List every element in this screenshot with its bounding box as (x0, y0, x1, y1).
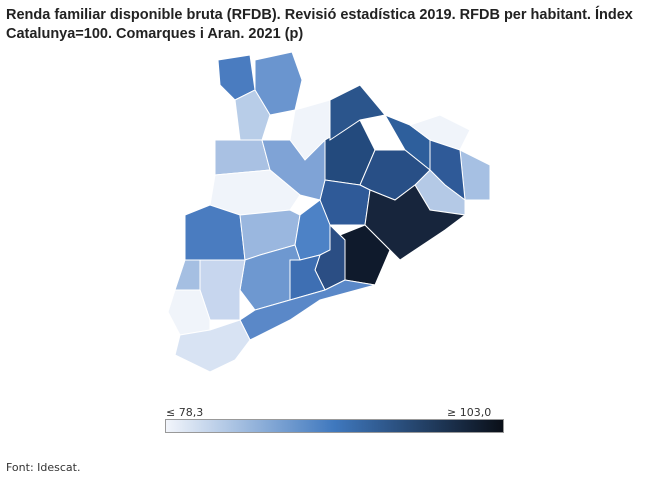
map-region[interactable] (408, 114, 471, 151)
map-region[interactable] (214, 139, 271, 176)
map-region[interactable] (184, 204, 246, 261)
legend-max-label: ≥ 103,0 (447, 406, 492, 419)
legend-min-label: ≤ 78,3 (166, 406, 204, 419)
map-region[interactable] (329, 84, 386, 141)
map-region[interactable] (239, 244, 301, 311)
map-region[interactable] (174, 319, 251, 373)
legend-color-bar (165, 419, 504, 433)
source-note: Font: Idescat. (6, 461, 81, 474)
map-region[interactable] (174, 259, 201, 291)
choropleth-map (167, 51, 491, 373)
map-region[interactable] (364, 184, 467, 261)
map-region[interactable] (234, 89, 271, 141)
map-title: Renda familiar disponible bruta (RFDB). … (6, 7, 633, 42)
